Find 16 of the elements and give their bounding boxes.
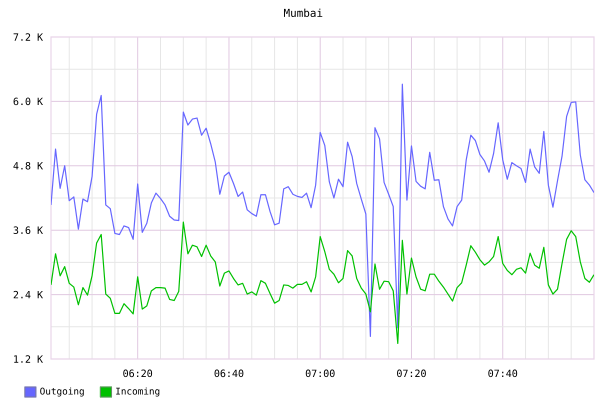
- y-tick-label: 1.2 K: [14, 355, 43, 363]
- x-tick-label: 06:40: [214, 370, 244, 378]
- x-tick-label: 07:40: [488, 370, 518, 378]
- x-tick-label: 07:00: [306, 370, 335, 378]
- chart-title: Mumbai: [284, 8, 322, 18]
- x-tick-label: 06:20: [123, 370, 152, 378]
- x-tick-label: 07:20: [397, 370, 426, 378]
- y-tick-label: 3.6 K: [14, 226, 43, 234]
- y-tick-label: 6.0 K: [14, 98, 43, 106]
- line-series: [51, 222, 594, 344]
- y-tick-label: 7.2 K: [14, 33, 43, 41]
- line-series: [51, 84, 594, 338]
- y-tick-label: 2.4 K: [14, 290, 43, 298]
- legend-label: Incoming: [116, 387, 160, 397]
- legend-label: Outgoing: [40, 387, 84, 397]
- y-tick-label: 4.8 K: [13, 162, 43, 170]
